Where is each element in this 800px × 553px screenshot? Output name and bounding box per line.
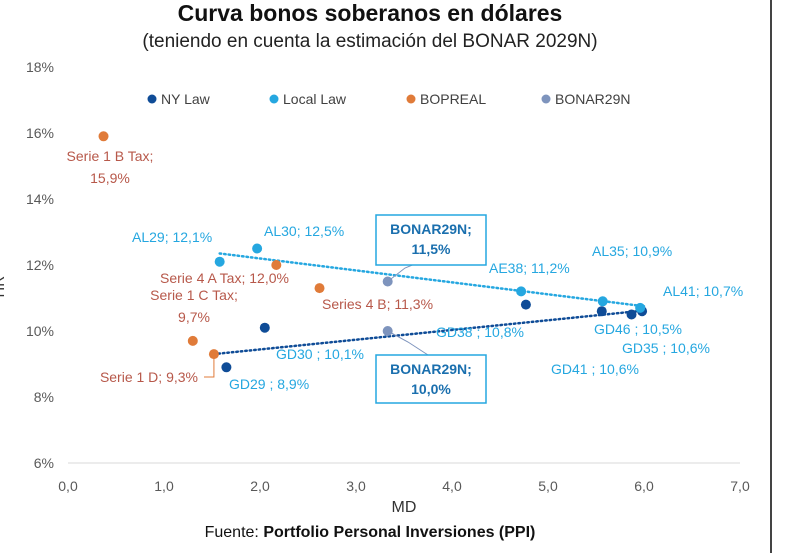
legend-label: NY Law [161,91,211,107]
y-tick-label: 12% [26,257,54,273]
x-tick-label: 7,0 [730,478,750,494]
callout-box [375,354,487,404]
legend-label: BONAR29N [555,91,630,107]
chart-title: Curva bonos soberanos en dólares [177,0,563,26]
y-tick-label: 8% [34,389,54,405]
data-label: GD41 ; 10,6% [551,361,639,377]
data-label: Serie 1 D; 9,3% [100,369,198,385]
legend-label: BOPREAL [420,91,486,107]
data-point [271,260,282,270]
data-point [626,309,637,320]
data-label: GD35 ; 10,6% [622,340,710,356]
data-label: GD38 ; 10,8% [436,324,524,340]
data-point [98,131,109,142]
legend-marker [147,94,157,104]
data-point [596,306,607,317]
data-label: Series 4 B; 11,3% [322,296,433,312]
source-note: Fuente: Portfolio Personal Inversiones (… [0,524,740,542]
data-point [597,296,608,307]
data-label: 15,9% [90,170,130,186]
x-tick-label: 2,0 [250,478,270,494]
data-label: Serie 1 C Tax; [150,287,238,303]
callout-text: BONAR29N; [390,361,472,377]
y-tick-label: 14% [26,191,54,207]
legend-marker [269,94,279,104]
y-tick-label: 10% [26,323,54,339]
callout-text: 10,0% [411,381,451,397]
x-tick-label: 0,0 [58,478,78,494]
legend: NY Law Local Law BOPREAL BONAR29N [147,91,630,107]
source-prefix: Fuente: [204,524,264,541]
x-tick-label: 6,0 [634,478,654,494]
data-labels: Serie 1 B Tax; 15,9% AL29; 12,1% AL30; 12,5… [67,148,744,392]
trendline [218,252,646,308]
callout-text: BONAR29N; [390,221,472,237]
callout-box [375,214,487,266]
x-tick-label: 3,0 [346,478,366,494]
data-points [98,131,648,373]
x-tick-label: 4,0 [442,478,462,494]
x-tick-label: 1,0 [154,478,174,494]
chart-subtitle: (teniendo en cuenta la estimación del BO… [142,31,598,52]
trendline [212,309,646,356]
data-point [214,256,225,267]
data-label: Serie 4 A Tax; 12,0% [160,270,289,286]
data-label: AL41; 10,7% [663,283,743,299]
data-label: AL29; 12,1% [132,229,212,245]
data-label: GD29 ; 8,9% [229,376,309,392]
x-axis-title: MD [392,499,417,516]
data-point [382,276,393,287]
data-point [187,335,198,346]
legend-marker [406,94,416,104]
data-point [221,362,232,373]
data-label: GD46 ; 10,5% [594,321,682,337]
data-point [635,302,646,313]
y-tick-label: 6% [34,455,54,471]
source-name: Portfolio Personal Inversiones (PPI) [263,524,536,541]
y-tick-label: 16% [26,125,54,141]
axes: 6% 8% 10% 12% 14% 16% 18% 0,0 1,0 2,0 3,0 4,0 5,0 6,0… [0,59,750,516]
data-point [382,326,393,336]
callout-connector [387,330,429,356]
data-point [208,349,219,360]
callouts: BONAR29N; 11,5% BONAR29N; 10,0% [375,214,487,404]
data-label: AL30; 12,5% [264,223,344,239]
data-point [516,286,527,297]
y-tick-label: 18% [26,59,54,75]
x-tick-label: 5,0 [538,478,558,494]
data-label: GD30 ; 10,1% [276,346,364,362]
callout-text: 11,5% [412,241,451,257]
trendlines [212,252,646,356]
data-label: AE38; 11,2% [489,260,570,276]
data-label: Serie 1 B Tax; [67,148,154,164]
data-label: 9,7% [178,309,210,325]
y-axis-title: TIR [0,276,8,300]
legend-label: Local Law [283,91,347,107]
data-point [314,283,325,294]
data-label: AL35; 10,9% [592,243,672,259]
data-point [520,299,531,310]
page-edge-rule [770,0,772,553]
data-point [259,322,270,333]
legend-marker [541,94,551,104]
data-point [252,243,263,254]
label-connector [204,354,215,378]
